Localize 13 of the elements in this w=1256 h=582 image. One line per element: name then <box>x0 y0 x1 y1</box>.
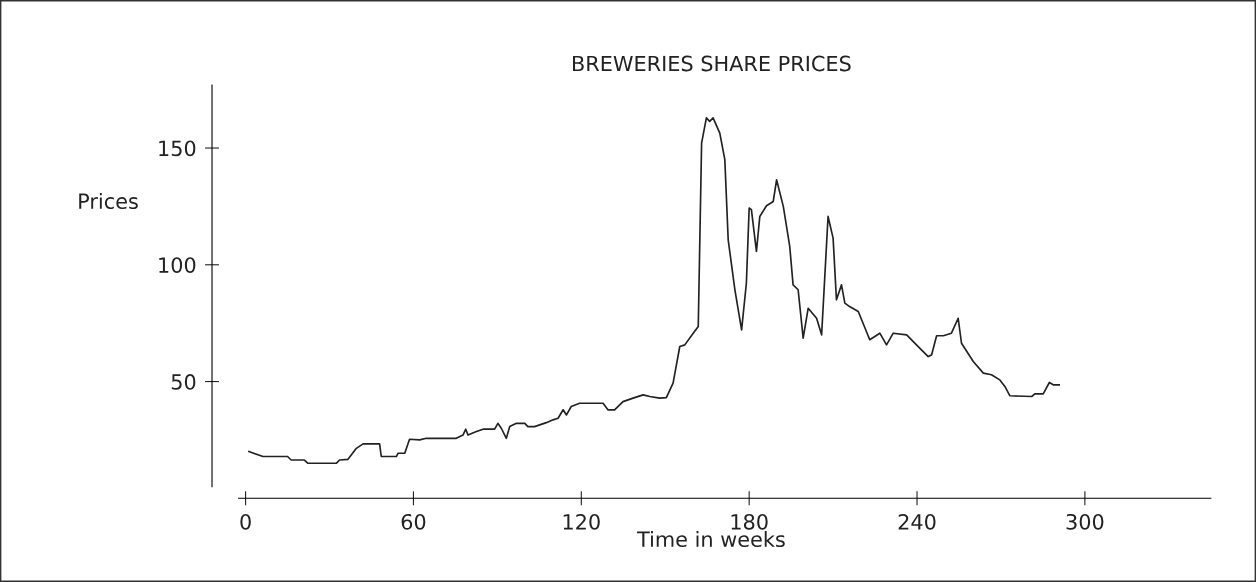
y-tick-label: 50 <box>171 374 196 390</box>
x-tick-label: 300 <box>1066 513 1104 530</box>
y-tick-label: 100 <box>159 257 196 273</box>
line-series <box>248 117 1060 465</box>
x-axis-title: Time in weeks <box>636 530 785 548</box>
x-tick-label: 180 <box>731 513 768 530</box>
x-tick-label: 60 <box>401 513 426 530</box>
x-tick-label: 0 <box>240 513 251 530</box>
chart-title: BREWERIES SHARE PRICES <box>573 55 851 72</box>
x-tick-label: 240 <box>898 513 936 530</box>
x-tick-label: 120 <box>563 513 600 530</box>
y-tick-label: 150 <box>159 140 196 157</box>
y-axis-title: Prices <box>79 192 138 210</box>
